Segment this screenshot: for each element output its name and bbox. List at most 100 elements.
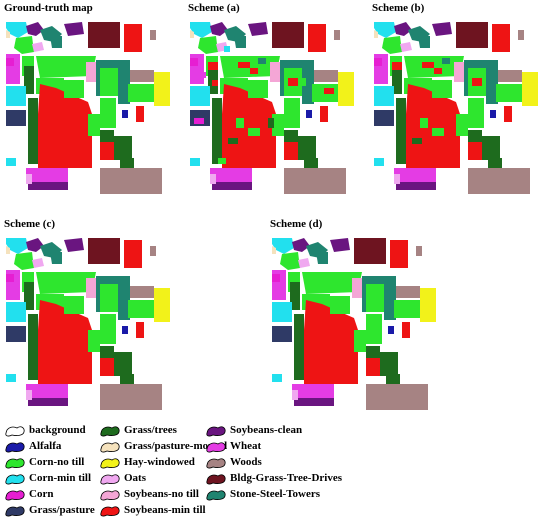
field-corn-no-till xyxy=(284,98,300,128)
field-grass-trees xyxy=(100,130,114,142)
field-grass-pasture xyxy=(6,110,26,126)
field-hay-windowed xyxy=(338,72,354,106)
misclassified-patch xyxy=(208,62,218,70)
field-alfalfa xyxy=(122,110,128,118)
field-soybeans-min-till xyxy=(222,84,276,168)
field-hay-windowed xyxy=(154,288,170,322)
field-corn-min-till xyxy=(6,158,16,166)
field-wheat xyxy=(292,384,334,398)
field-corn-no-till xyxy=(100,98,116,128)
misclassified-patch xyxy=(412,138,422,144)
misclassified-patch xyxy=(392,62,402,70)
field-soybeans-no-till xyxy=(86,62,96,82)
field-oats xyxy=(210,174,216,184)
field-woods xyxy=(150,30,156,40)
field-soybeans-clean xyxy=(294,398,334,406)
field-corn-no-till xyxy=(14,36,34,54)
legend-label: Corn-no till xyxy=(29,456,85,468)
field-grass-pasture-mowed xyxy=(6,246,10,254)
field-soybeans-min-till xyxy=(320,106,328,122)
legend-label: Grass/trees xyxy=(124,424,177,436)
field-soybeans-min-till xyxy=(38,300,92,384)
classification-map xyxy=(6,238,170,410)
field-grass-trees xyxy=(298,136,316,160)
field-corn-min-till xyxy=(6,374,16,382)
field-grass-trees xyxy=(28,314,38,380)
legend-swatch-icon xyxy=(100,473,120,484)
field-corn-no-till xyxy=(248,80,268,98)
misclassified-patch xyxy=(200,72,206,78)
legend-label: background xyxy=(29,424,86,436)
field-soybeans-min-till xyxy=(366,358,380,376)
field-oats xyxy=(400,42,412,52)
field-soybeans-clean xyxy=(26,22,44,36)
field-soybeans-min-till xyxy=(468,142,482,160)
field-grass-pasture xyxy=(272,326,292,342)
field-oats xyxy=(26,174,32,184)
legend-item: Corn-min till xyxy=(4,470,91,486)
field-bldg-grass-tree-drives xyxy=(272,22,304,48)
field-woods xyxy=(100,168,162,194)
legend-label: Woods xyxy=(230,456,262,468)
field-bldg-grass-tree-drives xyxy=(354,238,386,264)
classification-map xyxy=(6,22,170,194)
field-soybeans-clean xyxy=(64,22,84,36)
field-wheat xyxy=(26,384,68,398)
field-wheat xyxy=(210,168,252,182)
field-soybeans-min-till xyxy=(136,322,144,338)
panel-scheme-b: Scheme (b) xyxy=(372,2,542,197)
field-woods xyxy=(284,168,346,194)
field-corn-no-till xyxy=(432,80,452,98)
legend-swatch-icon xyxy=(206,489,226,500)
legend-label: Soybeans-no till xyxy=(124,488,199,500)
field-soybeans-no-till xyxy=(352,278,362,298)
field-corn-min-till xyxy=(6,86,26,106)
legend-label: Bldg-Grass-Tree-Drives xyxy=(230,472,343,484)
misclassified-patch xyxy=(442,58,450,64)
field-corn-no-till xyxy=(302,272,362,294)
legend-swatch-icon xyxy=(5,425,25,436)
field-corn-no-till xyxy=(100,68,122,96)
misclassified-patch xyxy=(238,62,250,68)
field-hay-windowed xyxy=(522,72,538,106)
legend-label: Alfalfa xyxy=(29,440,62,452)
misclassified-patch xyxy=(224,46,230,52)
field-corn xyxy=(6,58,14,66)
field-wheat xyxy=(26,168,68,182)
field-soybeans-clean xyxy=(396,182,436,190)
field-corn-min-till xyxy=(6,238,28,254)
field-soybeans-clean xyxy=(212,182,252,190)
classification-map xyxy=(374,22,538,194)
field-oats xyxy=(26,390,32,400)
field-corn-min-till xyxy=(374,22,396,38)
legend-label: Hay-windowed xyxy=(124,456,195,468)
legend-swatch-icon xyxy=(100,441,120,452)
field-corn-no-till xyxy=(456,114,468,136)
field-grass-trees xyxy=(114,136,132,160)
legend-item: Alfalfa xyxy=(4,438,61,454)
panel-ground-truth: Ground-truth map xyxy=(4,2,174,197)
legend-item: Corn xyxy=(4,486,53,502)
field-corn xyxy=(6,274,14,282)
misclassified-patch xyxy=(268,118,274,128)
legend-label: Wheat xyxy=(230,440,262,452)
misclassified-patch xyxy=(432,128,444,136)
field-corn-min-till xyxy=(272,238,294,254)
field-corn-min-till xyxy=(6,22,28,38)
field-grass-pasture xyxy=(374,110,394,126)
classification-map xyxy=(190,22,354,194)
legend-swatch-icon xyxy=(206,457,226,468)
misclassified-patch xyxy=(288,78,298,86)
field-corn-no-till xyxy=(128,300,154,318)
field-corn-min-till xyxy=(272,374,282,382)
field-stone-steel-towers xyxy=(418,36,430,48)
field-woods xyxy=(416,246,422,256)
legend-label: Grass/pasture-mowed xyxy=(124,440,228,452)
field-corn-no-till xyxy=(64,80,84,98)
legend-item: Hay-windowed xyxy=(99,454,195,470)
misclassified-patch xyxy=(194,118,204,124)
field-corn-min-till xyxy=(374,86,394,106)
field-woods xyxy=(498,70,522,82)
field-bldg-grass-tree-drives xyxy=(88,22,120,48)
field-soybeans-clean xyxy=(292,238,310,252)
